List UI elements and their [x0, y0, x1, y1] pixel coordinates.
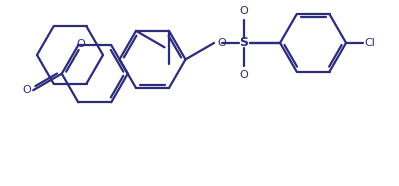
- Text: O: O: [239, 6, 248, 16]
- Text: O: O: [217, 38, 226, 48]
- Text: O: O: [23, 85, 32, 95]
- Text: S: S: [239, 36, 248, 49]
- Text: O: O: [239, 70, 248, 80]
- Text: Cl: Cl: [365, 38, 375, 48]
- Text: O: O: [76, 39, 85, 49]
